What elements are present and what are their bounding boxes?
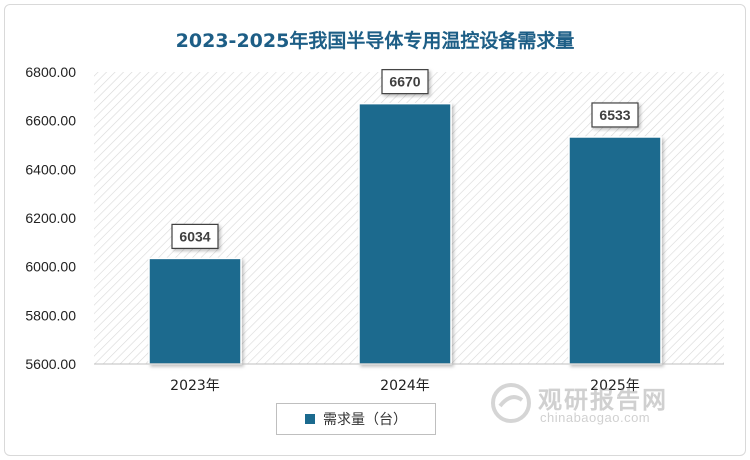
y-tick-label: 5600.00 (25, 356, 76, 372)
chart-title: 2023-2025年我国半导体专用温控设备需求量 (175, 30, 575, 52)
legend-swatch (305, 414, 315, 424)
data-label-box (591, 102, 639, 128)
bar (358, 102, 452, 365)
bar (568, 136, 662, 365)
y-tick-label: 6600.00 (25, 113, 76, 129)
watermark-name: 观研报告网 (538, 386, 668, 414)
data-label: 6034 (179, 228, 210, 244)
y-tick-label: 5800.00 (25, 307, 76, 323)
watermark-logo-icon (491, 383, 531, 423)
data-label: 6533 (599, 107, 630, 123)
x-tick-label: 2023年 (170, 378, 220, 394)
bar (148, 257, 242, 365)
y-tick-label: 6400.00 (25, 161, 76, 177)
y-tick-label: 6800.00 (25, 64, 76, 80)
data-label: 6670 (389, 74, 420, 90)
data-label-box (381, 69, 429, 95)
legend: 需求量（台） (276, 403, 436, 435)
x-tick-label: 2024年 (380, 378, 430, 394)
y-tick-label: 6200.00 (25, 210, 76, 226)
y-tick-label: 6000.00 (25, 259, 76, 275)
legend-label: 需求量（台） (323, 412, 407, 428)
data-label-box (171, 223, 219, 249)
x-tick-label: 2025年 (590, 378, 640, 394)
watermark-url: chinabaogao.com (540, 410, 651, 425)
watermark: 观研报告网 chinabaogao.com (490, 378, 700, 428)
